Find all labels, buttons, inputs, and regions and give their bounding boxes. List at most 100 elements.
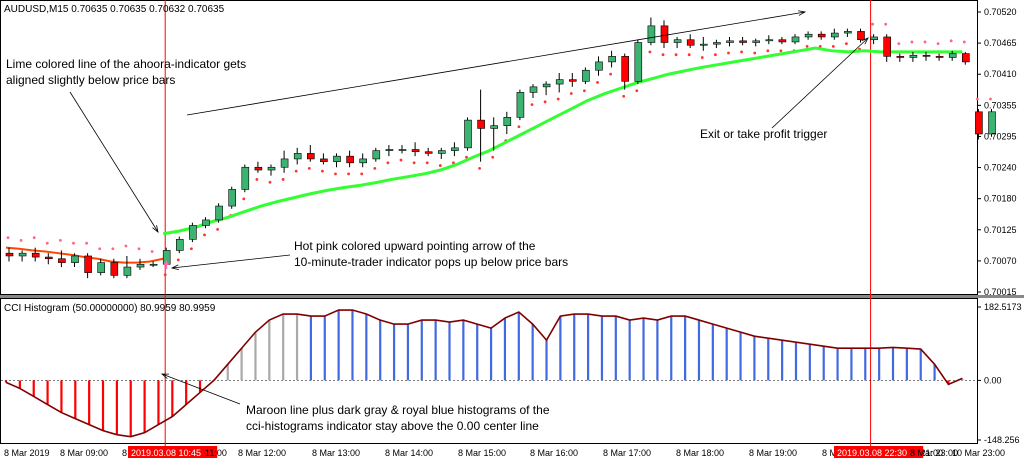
- sar-dot: [307, 166, 311, 170]
- candle-body: [280, 158, 289, 168]
- sar-dot: [399, 158, 403, 162]
- arrow-trend-head: [798, 10, 807, 16]
- sar-dot: [779, 49, 783, 53]
- sar-dot: [936, 42, 940, 46]
- cci-tick-label: 182.5173: [984, 302, 1022, 312]
- candle-body: [372, 150, 381, 160]
- sar-dot: [255, 178, 259, 181]
- sar-dot: [111, 247, 115, 251]
- sar-dot: [805, 44, 809, 48]
- time-marker-box: [834, 446, 924, 458]
- sar-dot: [714, 53, 717, 57]
- candle-body: [293, 153, 302, 160]
- candle-body: [660, 25, 669, 43]
- candle-body: [961, 53, 970, 63]
- candle-body: [228, 189, 236, 207]
- sar-dot: [59, 239, 62, 242]
- candle-body: [713, 42, 721, 45]
- candle-body: [896, 56, 905, 58]
- time-tick-label: 8 Mar 15:00: [458, 448, 506, 458]
- candle-body: [765, 39, 774, 42]
- main-panel-frame: [0, 0, 978, 295]
- candle-body: [909, 54, 918, 58]
- sar-dot: [334, 172, 337, 176]
- sar-dot: [465, 155, 468, 159]
- candle-body: [346, 155, 354, 164]
- candle-body: [202, 219, 210, 226]
- time-tick-label: 8 Mar 23:00: [910, 448, 958, 458]
- candle-body: [988, 111, 996, 135]
- annotation-cci: Maroon line plus dark gray & royal blue …: [246, 403, 550, 417]
- candle-body: [686, 39, 695, 46]
- sar-dot: [425, 161, 429, 165]
- sar-dot: [818, 44, 822, 48]
- candle-body: [621, 56, 630, 82]
- annotation-pink-arrow: Hot pink colored upward pointing arrow o…: [294, 239, 536, 253]
- sar-dot: [674, 53, 678, 57]
- candle-body: [817, 33, 826, 38]
- sar-dot: [6, 236, 10, 240]
- price-tick-label: 0.70015: [984, 287, 1017, 297]
- sar-dot: [452, 161, 455, 165]
- candle-body: [477, 119, 485, 129]
- candle-body: [31, 252, 40, 258]
- sar-dot: [687, 53, 691, 57]
- time-tick-label: 11:00: [205, 448, 227, 458]
- time-tick-label: 8 Mar 13:00: [312, 448, 360, 458]
- sar-dot: [910, 40, 914, 44]
- candle-body: [778, 39, 787, 43]
- sar-dot: [661, 53, 665, 57]
- sar-dot: [360, 172, 364, 176]
- candle-body: [673, 39, 682, 43]
- sar-dot: [242, 197, 246, 201]
- sar-dot: [530, 103, 534, 106]
- sar-dot: [98, 247, 102, 251]
- sar-dot: [137, 247, 141, 251]
- sar-dot: [32, 236, 36, 240]
- time-tick-label: 8 Mar 16:00: [530, 448, 578, 458]
- candle-body: [595, 61, 603, 71]
- sar-dot: [949, 39, 953, 43]
- arrow-to-cci: [161, 373, 241, 405]
- candle-body: [948, 53, 957, 58]
- candle-body: [149, 263, 158, 266]
- candle-body: [306, 153, 315, 160]
- candle-body: [516, 92, 525, 118]
- sar-dot: [412, 161, 416, 165]
- sar-dot: [635, 89, 639, 93]
- candle-body: [411, 149, 420, 153]
- arrow-to-exit: [771, 37, 869, 129]
- candle-body: [844, 31, 852, 34]
- candle-body: [241, 166, 250, 190]
- arrow-to-lime-head: [152, 225, 159, 233]
- candle-body: [333, 155, 341, 163]
- candle-body: [320, 158, 328, 163]
- candle-body: [136, 263, 145, 268]
- candle-body: [634, 42, 643, 82]
- sar-dot: [124, 244, 128, 248]
- candle-body: [883, 36, 892, 57]
- sar-dot: [45, 241, 49, 245]
- candle-body: [254, 166, 263, 171]
- sar-dot: [163, 273, 167, 277]
- candle-body: [176, 239, 184, 251]
- candle-body: [830, 32, 839, 38]
- sar-dot: [190, 247, 193, 251]
- arrow-to-pink: [171, 254, 291, 269]
- sar-dot: [373, 166, 377, 170]
- sar-dot: [294, 169, 298, 173]
- sar-dot: [85, 241, 88, 245]
- candle-body: [739, 40, 747, 43]
- symbol-header: AUDUSD,M15 0.70635 0.70635 0.70632 0.706…: [4, 4, 225, 15]
- candle-body: [18, 252, 27, 257]
- indicator-panel-frame: [0, 298, 978, 444]
- candle-body: [451, 147, 459, 151]
- arrow-to-cci-head: [160, 373, 170, 379]
- time-tick-label: 8 Mar 12:00: [238, 448, 286, 458]
- sar-dot: [596, 81, 599, 84]
- candle-body: [529, 86, 538, 93]
- candle-body: [975, 111, 983, 135]
- sar-dot: [727, 51, 730, 55]
- price-tick-label: 0.70295: [984, 131, 1017, 141]
